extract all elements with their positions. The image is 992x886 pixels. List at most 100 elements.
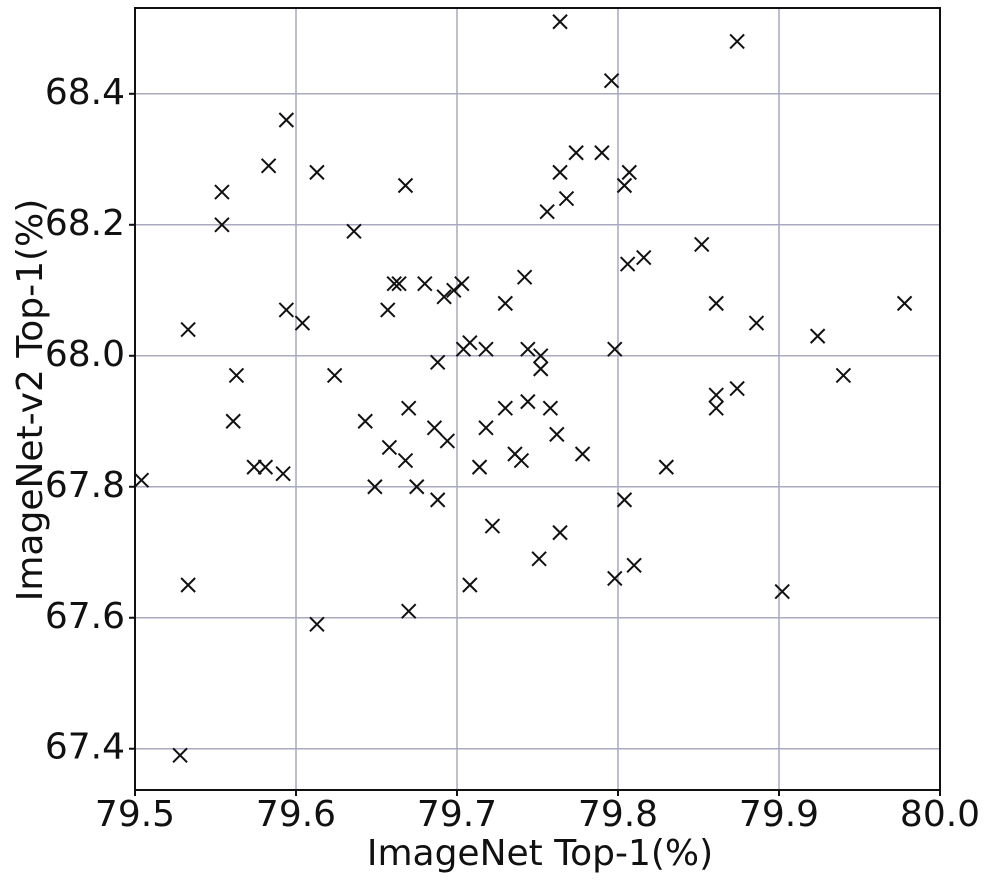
point <box>574 446 591 462</box>
point <box>520 341 536 357</box>
point <box>417 276 433 292</box>
point <box>694 236 710 253</box>
point <box>400 400 417 416</box>
point <box>497 295 514 312</box>
point <box>391 276 407 292</box>
point <box>531 551 547 567</box>
point <box>346 223 362 240</box>
point <box>607 570 623 587</box>
point <box>309 616 325 633</box>
x-tick-label: 79.5 <box>95 794 175 835</box>
point <box>214 217 230 233</box>
point <box>636 249 652 266</box>
point <box>275 465 291 482</box>
point <box>429 354 446 371</box>
point <box>180 577 196 593</box>
point <box>246 459 262 475</box>
point <box>552 164 568 181</box>
point <box>381 439 398 456</box>
point <box>326 367 343 384</box>
y-tick-label: 67.4 <box>45 727 125 768</box>
point <box>616 492 633 508</box>
y-tick-label: 67.8 <box>45 465 125 506</box>
point <box>619 256 636 272</box>
x-tick-label: 79.7 <box>417 794 497 835</box>
x-tick-label: 79.9 <box>739 794 819 835</box>
point <box>552 524 568 541</box>
point <box>357 413 373 429</box>
point <box>278 302 295 318</box>
point <box>228 367 245 384</box>
x-tick-label: 80.0 <box>900 794 980 835</box>
point <box>436 289 452 305</box>
point <box>520 393 536 410</box>
x-tick-label: 79.8 <box>578 794 658 835</box>
point <box>260 158 277 174</box>
point <box>549 426 565 443</box>
point <box>180 321 196 338</box>
point <box>748 315 765 331</box>
point <box>533 348 549 364</box>
point <box>471 459 488 475</box>
point <box>539 203 555 220</box>
point <box>439 433 456 449</box>
point <box>621 164 637 181</box>
plot-frame <box>134 7 941 791</box>
point <box>594 145 610 161</box>
point <box>478 341 494 357</box>
point <box>367 479 383 495</box>
point <box>568 145 584 161</box>
point <box>454 276 470 292</box>
point <box>835 367 852 384</box>
point <box>446 282 462 298</box>
x-axis-label: ImageNet Top-1(%) <box>367 833 713 874</box>
point <box>558 190 575 207</box>
y-tick-label: 68.0 <box>45 334 125 375</box>
point <box>626 557 642 574</box>
point <box>478 420 494 436</box>
y-tick-label: 67.6 <box>45 596 125 637</box>
point <box>603 72 620 89</box>
point <box>309 164 325 181</box>
point <box>225 413 241 429</box>
point <box>172 747 188 763</box>
point <box>616 177 633 194</box>
point <box>257 459 274 475</box>
point <box>708 400 724 416</box>
point <box>278 112 295 128</box>
y-axis-label: ImageNet-v2 Top-1(%) <box>10 199 51 602</box>
point <box>133 472 150 488</box>
point <box>462 577 478 593</box>
point <box>294 315 311 331</box>
y-tick-label: 68.4 <box>45 72 125 113</box>
point <box>774 583 790 600</box>
point <box>658 459 675 475</box>
point <box>409 479 425 495</box>
point <box>809 328 826 344</box>
point <box>429 492 446 508</box>
point <box>484 518 501 534</box>
point <box>552 14 568 30</box>
point <box>386 276 402 292</box>
point <box>708 387 724 403</box>
point <box>400 603 417 619</box>
point <box>607 341 623 357</box>
point <box>542 400 559 416</box>
point <box>380 302 396 318</box>
point <box>426 420 443 436</box>
point <box>462 334 478 351</box>
point <box>397 177 414 194</box>
point <box>397 452 414 469</box>
point <box>708 295 724 312</box>
y-tick-label: 68.2 <box>45 203 125 244</box>
point <box>516 269 533 285</box>
point <box>729 380 745 397</box>
point <box>729 33 745 50</box>
point <box>533 361 549 377</box>
point <box>497 400 514 416</box>
point <box>214 184 230 200</box>
x-tick-label: 79.6 <box>256 794 336 835</box>
point <box>896 295 913 312</box>
